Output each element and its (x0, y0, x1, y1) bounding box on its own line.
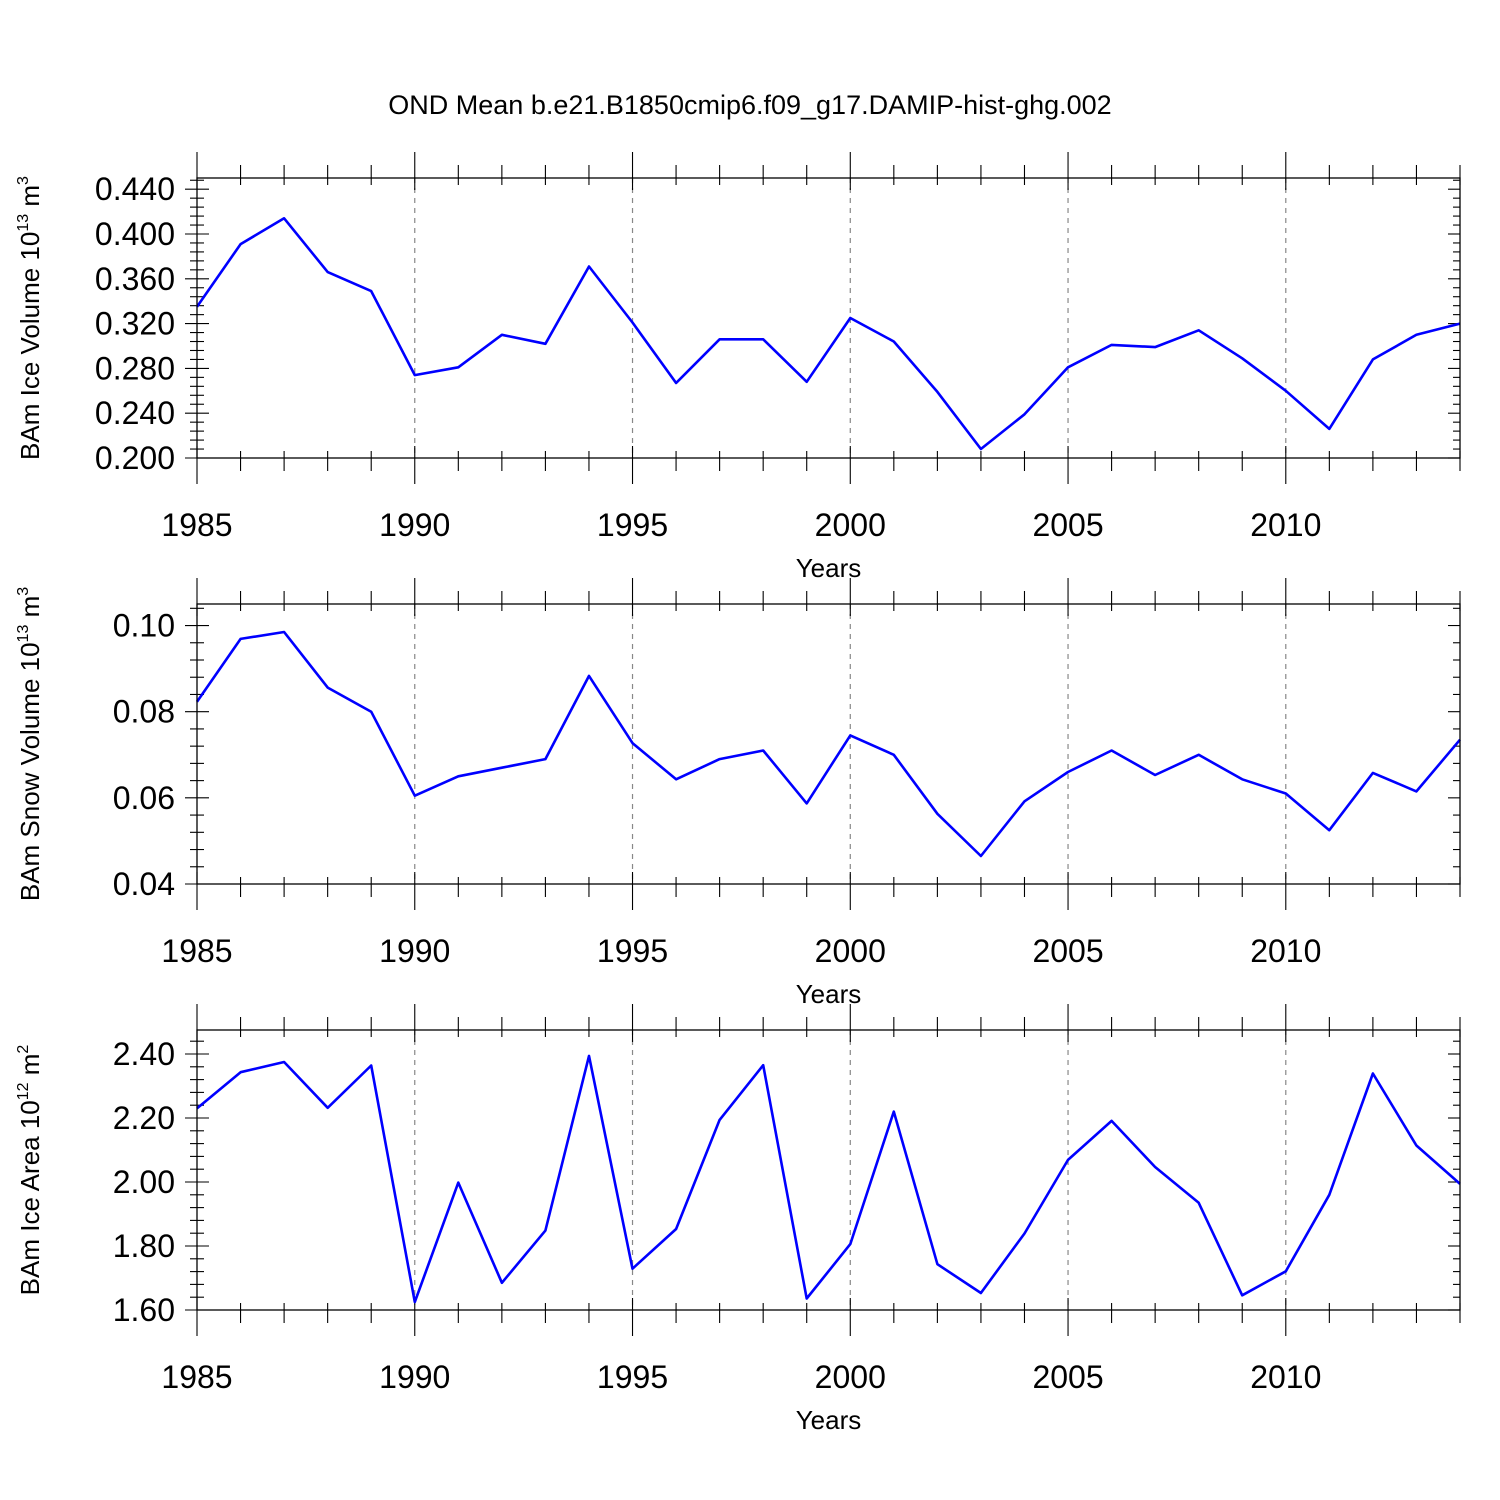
chart-panel-2: 0.04 0.06 0.08 0.10 1985 1990 1995 2000 2005 2010… (15, 578, 1461, 1009)
y-tick-label: 0.240 (95, 395, 175, 431)
x-tick-label: 1990 (379, 1359, 450, 1395)
x-tick-label: 2010 (1250, 1359, 1321, 1395)
series-line (196, 1054, 1461, 1304)
x-tick-label: 2005 (1032, 1359, 1103, 1395)
y-axis-label: BAm Snow Volume 1013 m3 (15, 587, 45, 901)
x-tick-label: 2010 (1250, 507, 1321, 543)
x-tick-label: 1985 (161, 507, 232, 543)
x-tick-label: 1995 (597, 933, 668, 969)
x-tick-label: 1985 (161, 1359, 232, 1395)
y-tick-label: 0.04 (113, 866, 175, 902)
series-line (195, 630, 1461, 858)
y-tick-label: 0.08 (113, 694, 175, 730)
x-tick-label: 1990 (379, 933, 450, 969)
x-tick-label: 2005 (1032, 507, 1103, 543)
y-tick-label: 0.360 (95, 261, 175, 297)
x-axis-label: Years (796, 979, 862, 1009)
series-line (195, 217, 1461, 451)
x-tick-label: 2000 (815, 1359, 886, 1395)
y-tick-label: 0.320 (95, 306, 175, 342)
x-tick-label: 2005 (1032, 933, 1103, 969)
y-axis-label: BAm Ice Area 1012 m2 (15, 1045, 45, 1296)
y-tick-label: 0.280 (95, 350, 175, 386)
y-tick-label: 1.60 (113, 1292, 175, 1328)
y-tick-label: 0.06 (113, 780, 175, 816)
x-tick-label: 1990 (379, 507, 450, 543)
x-tick-label: 2000 (815, 507, 886, 543)
x-tick-label: 1995 (597, 1359, 668, 1395)
y-tick-label: 0.10 (113, 608, 175, 644)
x-tick-label: 2010 (1250, 933, 1321, 969)
y-tick-label: 2.00 (113, 1164, 175, 1200)
y-axis-label: BAm Ice Volume 1013 m3 (15, 176, 45, 460)
chart-panel-1: 0.200 0.240 0.280 0.320 0.360 0.400 0.440 1985 1… (15, 152, 1461, 583)
y-tick-label: 0.440 (95, 171, 175, 207)
y-tick-label: 1.80 (113, 1228, 175, 1264)
x-axis-label: Years (796, 553, 862, 583)
plot-frame (196, 603, 1461, 885)
figure-title: OND Mean b.e21.B1850cmip6.f09_g17.DAMIP-… (388, 90, 1111, 120)
x-axis-label: Years (796, 1405, 862, 1435)
plot-frame (196, 1029, 1461, 1311)
x-tick-label: 2000 (815, 933, 886, 969)
y-tick-label: 0.400 (95, 216, 175, 252)
y-tick-label: 0.200 (95, 440, 175, 476)
y-tick-label: 2.20 (113, 1100, 175, 1136)
chart-panel-3: 1.60 1.80 2.00 2.20 2.40 1985 1990 1995 2000 2005… (15, 1004, 1461, 1435)
x-tick-label: 1995 (597, 507, 668, 543)
y-tick-label: 2.40 (113, 1036, 175, 1072)
plot-frame (196, 177, 1461, 459)
x-tick-label: 1985 (161, 933, 232, 969)
